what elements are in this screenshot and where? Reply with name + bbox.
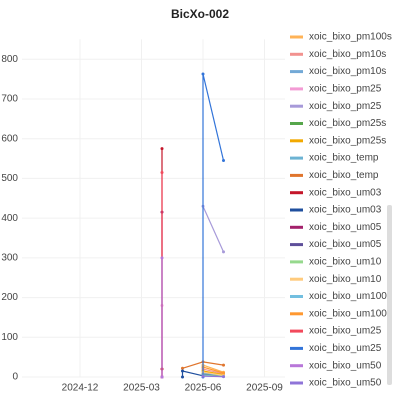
- data-point: [202, 375, 205, 378]
- legend-label: xoic_bixo_um100: [309, 308, 387, 319]
- legend-item[interactable]: xoic_bixo_um50: [290, 378, 382, 389]
- legend-label: xoic_bixo_temp: [309, 153, 379, 164]
- legend-item[interactable]: xoic_bixo_um25: [290, 343, 382, 354]
- legend-item[interactable]: xoic_bixo_pm25: [290, 101, 382, 112]
- legend-label: xoic_bixo_um05: [309, 222, 382, 233]
- y-tick-label: 500: [1, 173, 18, 184]
- legend-item[interactable]: xoic_bixo_pm10s: [290, 66, 386, 77]
- y-tick-label: 600: [1, 133, 18, 144]
- legend-label: xoic_bixo_um10: [309, 257, 382, 268]
- legend-item[interactable]: xoic_bixo_um10: [290, 257, 382, 268]
- y-tick-label: 400: [1, 213, 18, 224]
- data-point: [202, 72, 205, 75]
- x-tick-label: 2025-03: [123, 383, 160, 394]
- x-tick-label: 2025-06: [185, 383, 222, 394]
- legend-label: xoic_bixo_pm25: [309, 84, 382, 95]
- data-point: [161, 171, 164, 174]
- data-point: [161, 376, 164, 379]
- data-point: [222, 159, 225, 162]
- legend-item[interactable]: xoic_bixo_um50: [290, 360, 382, 371]
- legend-label: xoic_bixo_um10: [309, 274, 382, 285]
- legend-label: xoic_bixo_um05: [309, 239, 382, 250]
- x-tick-label: 2024-12: [62, 383, 99, 394]
- legend-item[interactable]: xoic_bixo_um100: [290, 291, 387, 302]
- legend-item[interactable]: xoic_bixo_um03: [290, 205, 382, 216]
- legend-label: xoic_bixo_um25: [309, 326, 382, 337]
- legend-scrollbar[interactable]: [387, 205, 392, 385]
- legend-item[interactable]: xoic_bixo_um10: [290, 274, 382, 285]
- legend-label: xoic_bixo_um100: [309, 291, 387, 302]
- data-point: [222, 375, 225, 378]
- data-point: [161, 147, 164, 150]
- legend-item[interactable]: xoic_bixo_temp: [290, 153, 379, 164]
- legend-item[interactable]: xoic_bixo_pm25: [290, 84, 382, 95]
- data-point: [161, 256, 164, 259]
- series-line: [203, 206, 224, 252]
- data-point: [222, 372, 225, 375]
- x-tick-label: 2025-09: [246, 383, 283, 394]
- legend-item[interactable]: xoic_bixo_pm100s: [290, 32, 392, 43]
- legend-item[interactable]: xoic_bixo_pm25s: [290, 135, 386, 146]
- series-line: [183, 371, 204, 377]
- data-point: [222, 364, 225, 367]
- legend-label: xoic_bixo_um25: [309, 343, 382, 354]
- legend-label: xoic_bixo_um50: [309, 378, 382, 389]
- y-tick-label: 100: [1, 332, 18, 343]
- legend-label: xoic_bixo_um03: [309, 205, 382, 216]
- legend-item[interactable]: xoic_bixo_um05: [290, 239, 382, 250]
- legend-label: xoic_bixo_pm25: [309, 101, 382, 112]
- legend-item[interactable]: xoic_bixo_um100: [290, 308, 387, 319]
- series-line: [203, 74, 224, 377]
- data-point: [222, 250, 225, 253]
- legend-item[interactable]: xoic_bixo_um05: [290, 222, 382, 233]
- y-tick-label: 700: [1, 94, 18, 105]
- legend-label: xoic_bixo_pm10s: [309, 49, 386, 60]
- legend-label: xoic_bixo_pm100s: [309, 32, 392, 43]
- legend-label: xoic_bixo_pm10s: [309, 66, 386, 77]
- data-point: [181, 376, 184, 379]
- chart-title: BicXo-002: [171, 7, 229, 21]
- legend-item[interactable]: xoic_bixo_pm10s: [290, 49, 386, 60]
- data-point: [181, 370, 184, 373]
- legend-item[interactable]: xoic_bixo_um25: [290, 326, 382, 337]
- y-tick-label: 0: [12, 372, 18, 383]
- legend-label: xoic_bixo_temp: [309, 170, 379, 181]
- y-tick-label: 300: [1, 252, 18, 263]
- legend-item[interactable]: xoic_bixo_pm25s: [290, 118, 386, 129]
- y-tick-label: 200: [1, 292, 18, 303]
- legend-item[interactable]: xoic_bixo_um03: [290, 187, 382, 198]
- legend-item[interactable]: xoic_bixo_temp: [290, 170, 379, 181]
- data-point: [181, 367, 184, 370]
- y-tick-label: 800: [1, 54, 18, 65]
- legend-label: xoic_bixo_um50: [309, 360, 382, 371]
- legend-label: xoic_bixo_pm25s: [309, 118, 386, 129]
- legend-label: xoic_bixo_pm25s: [309, 135, 386, 146]
- legend-label: xoic_bixo_um03: [309, 187, 382, 198]
